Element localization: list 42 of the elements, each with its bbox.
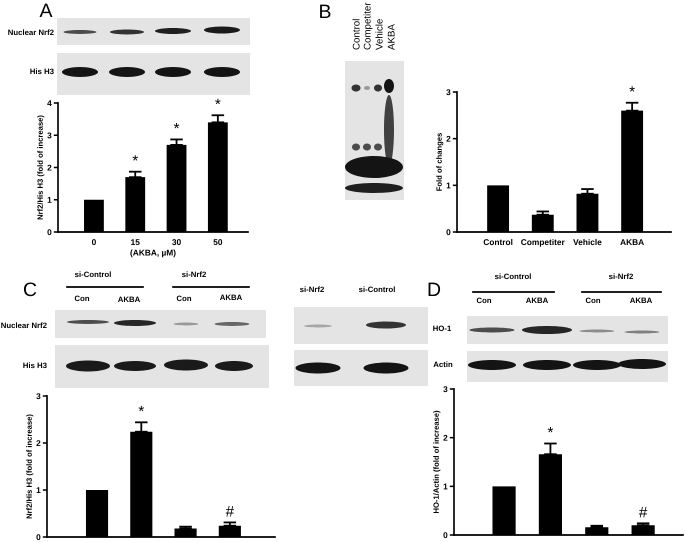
y-tick-label: 2 — [47, 164, 52, 171]
y-tick-label: 2 — [446, 136, 450, 142]
y-tick-label: 1 — [36, 487, 41, 494]
y-tick-label: 4 — [47, 100, 52, 106]
text: B — [320, 4, 330, 18]
y-tick-label: 3 — [47, 132, 52, 138]
text: Control — [352, 19, 360, 50]
x-tick-label: Vehicle — [573, 238, 602, 246]
y-tick-label: 0 — [36, 534, 40, 540]
text: Vehicle — [375, 19, 383, 50]
y-tick-label: 0 — [446, 229, 450, 236]
data-label: * — [215, 98, 221, 104]
x-tick-label: 30 — [172, 239, 181, 246]
x-tick-label: 50 — [213, 239, 222, 246]
x-tick-label: Competiter — [521, 238, 565, 247]
x-axis-title: (AKBA, µM) — [130, 249, 176, 258]
x-tick-label: AKBA — [620, 239, 644, 245]
x-tick-label: 0 — [92, 239, 96, 246]
y-tick-label: 3 — [446, 89, 450, 96]
y-tick-label: 1 — [446, 182, 451, 188]
text: A — [40, 4, 52, 18]
text: C — [24, 282, 36, 296]
data-label: # — [226, 506, 234, 516]
data-label: * — [138, 406, 144, 412]
y-tick-label: 0 — [47, 229, 52, 236]
y-tick-label: 0 — [443, 532, 448, 538]
data-label: # — [638, 506, 648, 518]
y-tick-label: 3 — [443, 386, 448, 392]
y-tick-label: 2 — [36, 440, 40, 446]
x-tick-label: 15 — [131, 239, 140, 246]
text: AKBA — [388, 24, 395, 50]
y-tick-label: 2 — [443, 434, 448, 441]
x-tick-label: Control — [484, 238, 512, 246]
data-label: * — [629, 86, 635, 92]
data-label: * — [174, 122, 180, 128]
text: Competiter — [363, 2, 373, 50]
text: D — [428, 282, 440, 296]
data-label: * — [548, 427, 554, 432]
y-tick-label: 3 — [36, 393, 40, 400]
y-tick-label: 1 — [444, 484, 448, 490]
data-label: * — [132, 155, 138, 161]
y-tick-label: 1 — [48, 197, 52, 203]
